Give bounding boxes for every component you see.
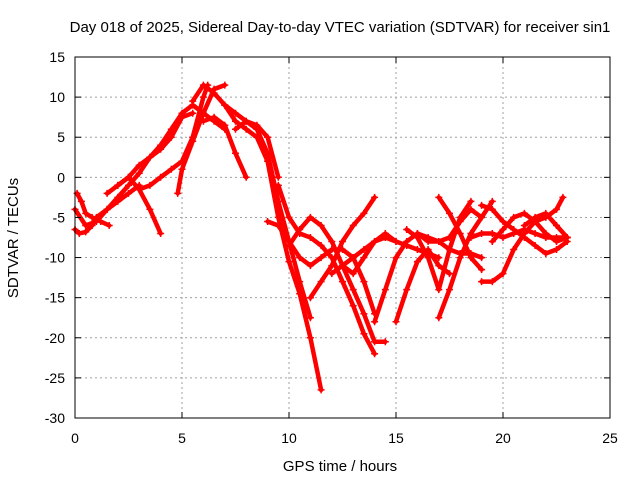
tick-layer: 0 5 10 15 20 25 15 10 5 0 -5 -10 -15 -20 -25 -30 — [45, 49, 618, 446]
data-point-markers — [174, 81, 229, 197]
x-tick-label: 15 — [388, 430, 404, 446]
y-tick-label: -25 — [45, 370, 65, 386]
series-line — [340, 231, 399, 276]
y-tick-label: 10 — [49, 89, 65, 105]
x-tick-label: 25 — [602, 430, 618, 446]
grid-layer — [75, 57, 610, 418]
chart-title: Day 018 of 2025, Sidereal Day-to-day VTE… — [70, 19, 611, 36]
series-line — [233, 118, 313, 320]
x-tick-label: 5 — [178, 430, 186, 446]
series-track-09 — [199, 113, 250, 181]
y-tick-label: -30 — [45, 410, 65, 426]
series-track-07 — [174, 81, 229, 197]
data-point-markers — [520, 209, 571, 241]
data-point-markers — [403, 197, 475, 294]
data-point-markers — [435, 197, 496, 322]
series-layer — [71, 81, 571, 394]
series-track-15 — [306, 193, 379, 302]
x-axis-title: GPS time / hours — [283, 458, 397, 475]
series-line — [490, 211, 570, 244]
series-track-22 — [435, 193, 486, 274]
x-tick-label: 10 — [281, 430, 297, 446]
series-track-05 — [114, 109, 197, 189]
y-tick-label: -20 — [45, 330, 65, 346]
y-tick-label: -5 — [53, 209, 66, 225]
y-tick-label: -10 — [45, 250, 65, 266]
series-track-20 — [403, 197, 475, 294]
data-point-markers — [467, 226, 571, 241]
series-track-19 — [392, 246, 453, 326]
data-point-markers — [73, 189, 113, 229]
series-track-02 — [73, 189, 113, 229]
y-tick-label: 15 — [49, 49, 65, 65]
series-line — [136, 82, 210, 192]
series-line — [436, 199, 495, 320]
data-point-markers — [392, 246, 453, 326]
data-point-markers — [478, 193, 567, 286]
series-track-11 — [232, 117, 314, 322]
y-tick-label: -15 — [45, 290, 65, 306]
data-point-markers — [306, 193, 379, 302]
series-line — [276, 183, 377, 357]
y-tick-label: 0 — [57, 169, 65, 185]
x-tick-label: 0 — [71, 430, 79, 446]
data-point-markers — [199, 113, 250, 181]
series-track-27 — [478, 193, 567, 286]
x-tick-label: 20 — [495, 430, 511, 446]
series-line — [393, 247, 452, 324]
series-track-06 — [135, 81, 212, 193]
plot-frame — [74, 56, 611, 419]
data-point-markers — [435, 193, 486, 274]
y-tick-label: 5 — [57, 129, 65, 145]
y-axis-title: SDTVAR / TECUs — [5, 178, 22, 298]
series-track-28 — [520, 209, 571, 241]
series-line — [115, 110, 195, 188]
data-point-markers — [114, 109, 197, 189]
series-track-23 — [435, 197, 496, 322]
